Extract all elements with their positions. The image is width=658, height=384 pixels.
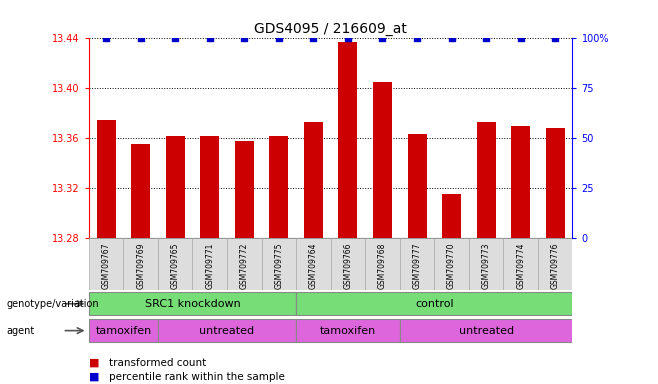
Bar xyxy=(192,238,227,290)
Bar xyxy=(89,319,158,343)
Bar xyxy=(407,134,426,238)
Bar xyxy=(158,319,296,343)
Bar xyxy=(89,292,296,316)
Text: GSM709770: GSM709770 xyxy=(447,242,456,289)
Text: untreated: untreated xyxy=(459,326,514,336)
Point xyxy=(515,35,526,41)
Text: untreated: untreated xyxy=(199,326,255,336)
Title: GDS4095 / 216609_at: GDS4095 / 216609_at xyxy=(254,22,407,36)
Bar xyxy=(399,238,434,290)
Bar xyxy=(296,292,572,316)
Point xyxy=(550,35,561,41)
Bar xyxy=(538,238,572,290)
Bar xyxy=(227,238,262,290)
Text: tamoxifen: tamoxifen xyxy=(95,326,151,336)
Bar xyxy=(296,238,330,290)
Bar xyxy=(373,82,392,238)
Bar xyxy=(200,136,219,238)
Text: GSM709771: GSM709771 xyxy=(205,242,215,289)
Bar xyxy=(442,194,461,238)
Text: genotype/variation: genotype/variation xyxy=(7,299,99,309)
Bar xyxy=(158,238,192,290)
Bar xyxy=(365,238,400,290)
Bar xyxy=(131,144,150,238)
Point xyxy=(170,35,180,41)
Point xyxy=(101,35,111,41)
Text: GSM709767: GSM709767 xyxy=(101,242,111,289)
Bar xyxy=(262,238,296,290)
Bar xyxy=(89,238,124,290)
Text: tamoxifen: tamoxifen xyxy=(320,326,376,336)
Bar xyxy=(434,238,468,290)
Bar xyxy=(545,128,565,238)
Text: GSM709772: GSM709772 xyxy=(240,242,249,289)
Point xyxy=(481,35,492,41)
Point xyxy=(274,35,284,41)
Text: GSM709769: GSM709769 xyxy=(136,242,145,289)
Text: GSM709764: GSM709764 xyxy=(309,242,318,289)
Text: GSM709765: GSM709765 xyxy=(170,242,180,289)
Bar xyxy=(399,319,572,343)
Bar xyxy=(503,238,538,290)
Point xyxy=(412,35,422,41)
Text: percentile rank within the sample: percentile rank within the sample xyxy=(109,372,284,382)
Text: GSM709768: GSM709768 xyxy=(378,242,387,289)
Text: GSM709775: GSM709775 xyxy=(274,242,284,289)
Text: GSM709776: GSM709776 xyxy=(551,242,560,289)
Point xyxy=(377,35,388,41)
Text: GSM709774: GSM709774 xyxy=(516,242,525,289)
Point xyxy=(446,35,457,41)
Bar xyxy=(166,136,185,238)
Bar xyxy=(338,42,357,238)
Bar xyxy=(330,238,365,290)
Bar xyxy=(235,141,254,238)
Point xyxy=(136,35,146,41)
Bar xyxy=(269,136,288,238)
Point xyxy=(239,35,249,41)
Bar xyxy=(296,319,399,343)
Bar xyxy=(97,119,116,238)
Bar xyxy=(476,122,495,238)
Point xyxy=(205,35,215,41)
Bar xyxy=(468,238,503,290)
Text: GSM709777: GSM709777 xyxy=(413,242,422,289)
Text: transformed count: transformed count xyxy=(109,358,206,368)
Text: ■: ■ xyxy=(89,372,99,382)
Point xyxy=(308,35,318,41)
Point xyxy=(343,35,353,41)
Bar xyxy=(304,122,323,238)
Text: ■: ■ xyxy=(89,358,99,368)
Text: SRC1 knockdown: SRC1 knockdown xyxy=(145,299,240,309)
Text: GSM709773: GSM709773 xyxy=(482,242,491,289)
Text: control: control xyxy=(415,299,453,309)
Bar xyxy=(124,238,158,290)
Bar xyxy=(511,126,530,238)
Text: agent: agent xyxy=(7,326,35,336)
Text: GSM709766: GSM709766 xyxy=(343,242,353,289)
